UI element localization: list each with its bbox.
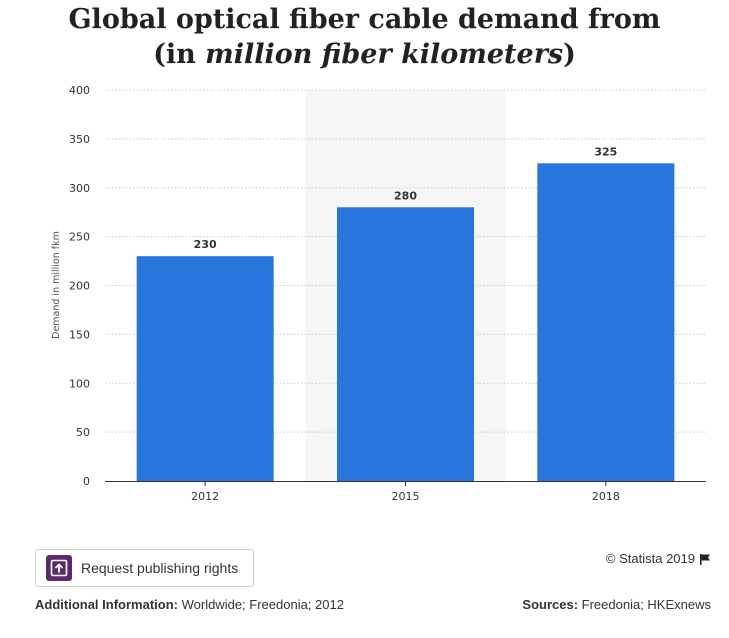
title-suffix: ) — [563, 39, 576, 70]
chart-title: Global optical fiber cable demand from (… — [0, 2, 729, 72]
copyright-text: © Statista 2019 — [605, 551, 695, 566]
x-tick-label: 2015 — [392, 490, 420, 503]
publish-button-label: Request publishing rights — [81, 560, 239, 576]
y-tick-label: 350 — [69, 133, 90, 146]
title-italic: million fiber kilometers — [205, 39, 564, 70]
title-prefix: (in — [153, 39, 206, 70]
data-label: 230 — [194, 238, 217, 251]
x-tick-label: 2012 — [191, 490, 219, 503]
request-publishing-rights-button[interactable]: Request publishing rights — [35, 549, 254, 587]
y-tick-label: 150 — [69, 328, 90, 341]
bar — [136, 256, 274, 481]
bar — [537, 163, 675, 481]
y-tick-label: 100 — [69, 377, 90, 390]
data-label: 325 — [594, 145, 617, 158]
publish-icon — [46, 555, 72, 581]
title-line-1: Global optical fiber cable demand from — [68, 4, 661, 35]
y-tick-label: 0 — [83, 475, 90, 488]
y-tick-label: 300 — [69, 182, 90, 195]
sources-text: Freedonia; HKExnews — [578, 597, 711, 612]
y-tick-label: 200 — [69, 280, 90, 293]
additional-info-text: Worldwide; Freedonia; 2012 — [177, 597, 344, 612]
additional-info-label: Additional Information: — [35, 597, 178, 612]
data-label: 280 — [394, 189, 417, 202]
sources: Sources: Freedonia; HKExnews — [522, 597, 711, 612]
sources-label: Sources: — [522, 597, 579, 612]
copyright: © Statista 2019 — [606, 551, 711, 566]
additional-information: Additional Information: Worldwide; Freed… — [35, 597, 344, 612]
y-tick-label: 400 — [69, 84, 90, 97]
x-tick-label: 2018 — [592, 490, 620, 503]
title-line-2: (in million fiber kilometers) — [0, 37, 729, 72]
y-tick-label: 50 — [76, 426, 90, 439]
bar — [337, 207, 474, 482]
flag-icon[interactable] — [699, 553, 711, 565]
bar-chart: 0 50 100 150 200 250 300 350 400 230 2012 280 2015 32… — [51, 84, 706, 503]
y-axis-label: Demand in million fkm — [51, 231, 62, 339]
y-tick-label: 250 — [69, 231, 90, 244]
